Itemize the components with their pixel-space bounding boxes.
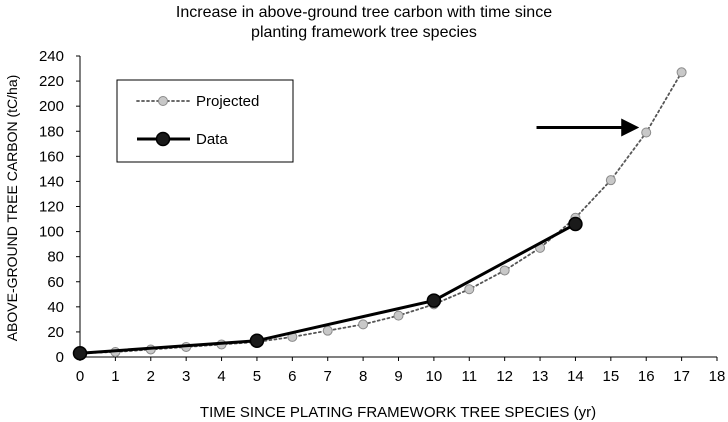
data-point bbox=[249, 333, 265, 348]
x-tick-label: 10 bbox=[426, 368, 443, 385]
y-tick-label: 220 bbox=[39, 73, 64, 90]
y-tick-label: 180 bbox=[39, 123, 64, 140]
x-tick-label: 1 bbox=[111, 368, 119, 385]
x-tick-label: 7 bbox=[324, 368, 332, 385]
x-tick-label: 9 bbox=[394, 368, 402, 385]
legend-projected-label: Projected bbox=[196, 93, 259, 110]
y-tick-label: 160 bbox=[39, 148, 64, 165]
x-tick-label: 14 bbox=[567, 368, 584, 385]
chart-title: Increase in above-ground tree carbon wit… bbox=[175, 4, 553, 21]
projected-point bbox=[464, 284, 475, 295]
projected-point bbox=[499, 265, 510, 276]
y-tick-label: 20 bbox=[47, 324, 64, 341]
legend-data-label: Data bbox=[196, 131, 228, 148]
x-tick-label: 12 bbox=[496, 368, 513, 385]
y-tick-label: 120 bbox=[39, 199, 64, 216]
x-tick-label: 3 bbox=[182, 368, 190, 385]
y-tick-label: 80 bbox=[47, 249, 64, 266]
data-point bbox=[72, 345, 88, 361]
projected-point bbox=[358, 319, 369, 330]
y-tick-label: 140 bbox=[39, 173, 64, 190]
x-tick-label: 0 bbox=[76, 368, 84, 385]
y-tick-label: 60 bbox=[47, 274, 64, 291]
x-tick-label: 16 bbox=[638, 368, 655, 385]
chart-subtitle: planting framework tree species bbox=[251, 24, 477, 41]
y-axis-label: ABOVE-GROUND TREE CARBON (tC/ha) bbox=[4, 75, 20, 342]
data-point bbox=[426, 293, 442, 308]
x-tick-label: 11 bbox=[461, 368, 477, 385]
projected-point bbox=[605, 175, 616, 186]
y-tick-label: 40 bbox=[47, 299, 64, 316]
x-tick-label: 18 bbox=[709, 368, 726, 385]
x-tick-label: 17 bbox=[673, 368, 690, 385]
x-tick-label: 4 bbox=[217, 368, 225, 385]
projected-point bbox=[322, 325, 333, 336]
x-tick-label: 6 bbox=[288, 368, 296, 385]
x-tick-label: 5 bbox=[253, 368, 261, 385]
projected-point bbox=[676, 67, 687, 78]
x-axis-label: TIME SINCE PLATING FRAMEWORK TREE SPECIE… bbox=[200, 404, 596, 421]
legend-data-marker bbox=[155, 131, 171, 147]
x-tick-label: 13 bbox=[532, 368, 549, 385]
y-tick-label: 100 bbox=[39, 224, 64, 241]
legend-projected-marker bbox=[158, 96, 168, 106]
data-point bbox=[568, 216, 583, 232]
x-tick-label: 8 bbox=[359, 368, 367, 385]
y-tick-label: 200 bbox=[39, 98, 64, 115]
y-tick-label: 0 bbox=[56, 349, 64, 366]
y-tick-label: 240 bbox=[39, 48, 64, 65]
legend-box bbox=[116, 79, 294, 163]
projected-point bbox=[393, 310, 404, 321]
x-tick-label: 2 bbox=[147, 368, 155, 385]
x-tick-label: 15 bbox=[602, 368, 619, 385]
data-series-line bbox=[79, 222, 577, 355]
projected-point bbox=[641, 127, 652, 138]
